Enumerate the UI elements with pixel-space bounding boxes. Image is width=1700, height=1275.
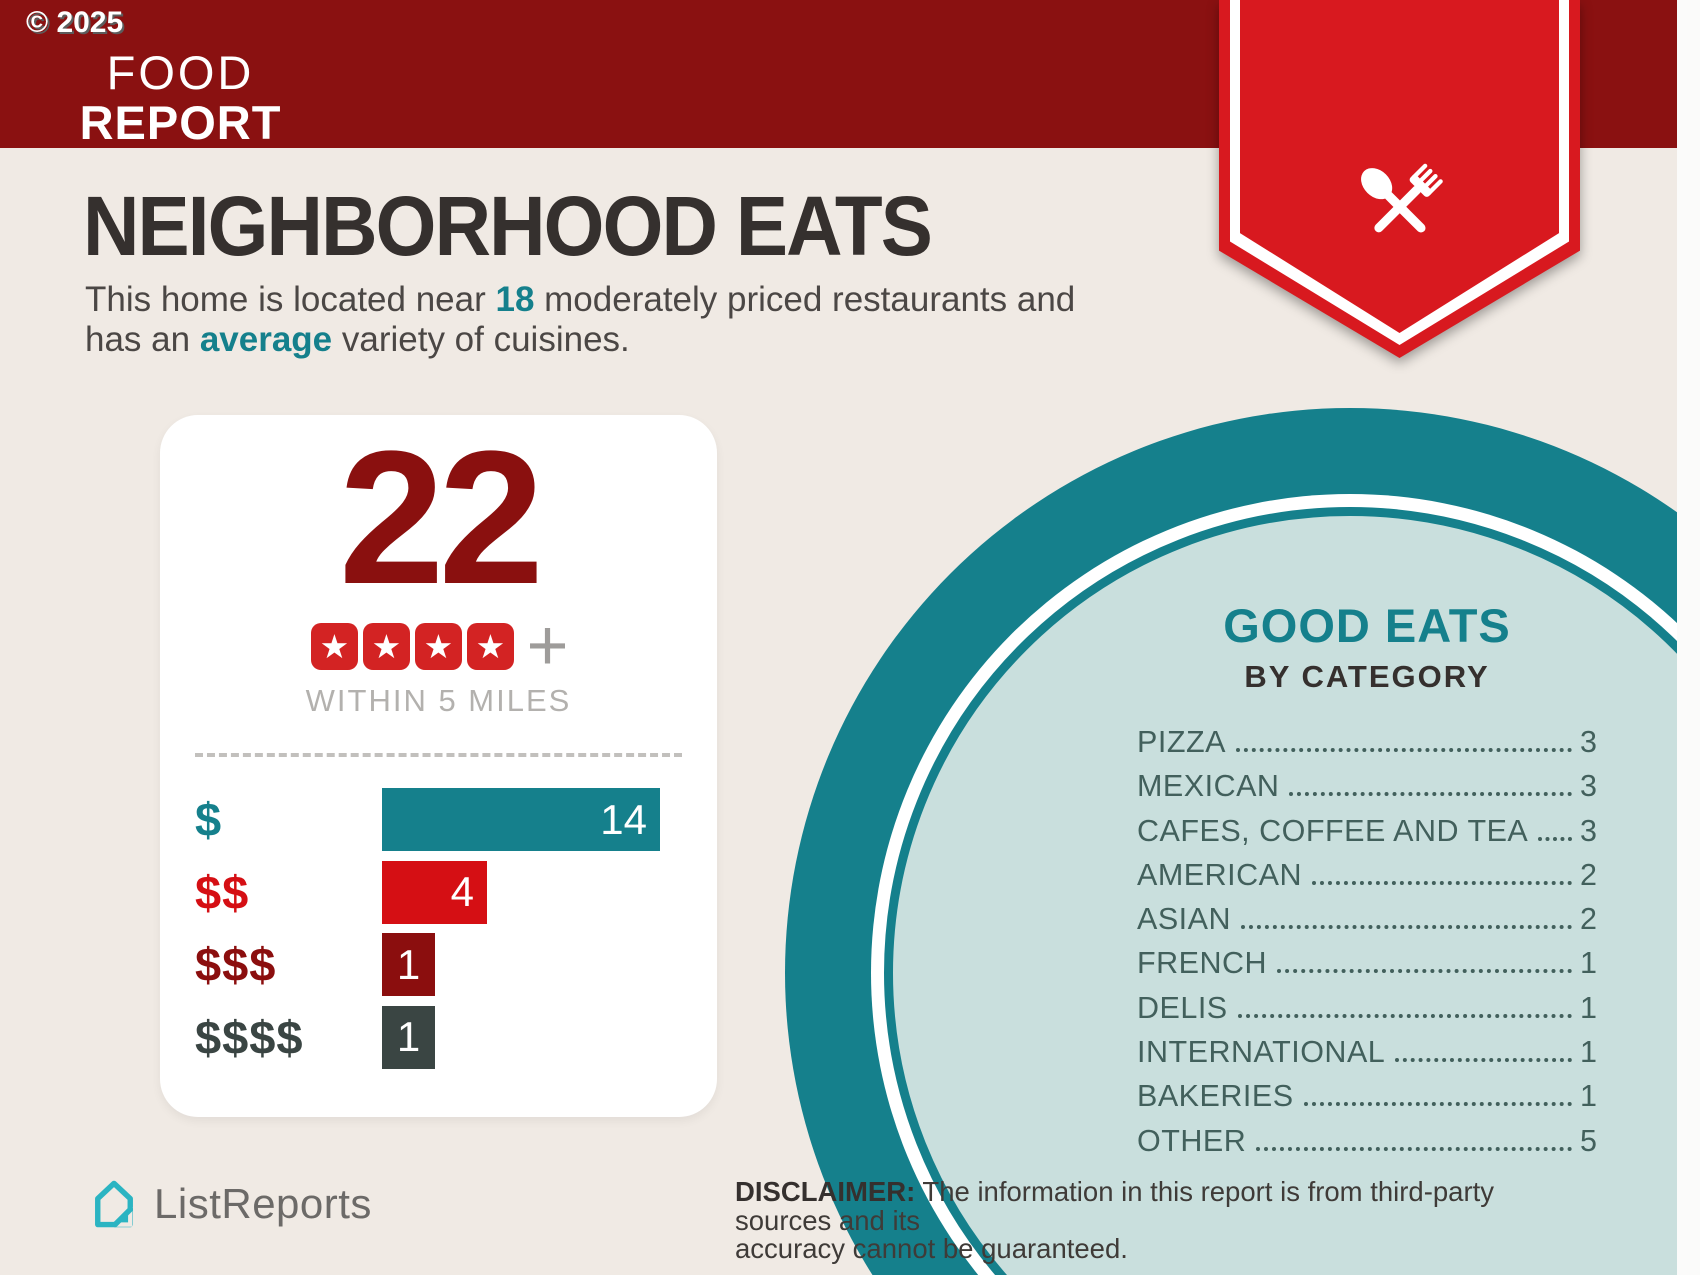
category-label: AMERICAN xyxy=(1137,857,1302,892)
category-row: DELIS 1 xyxy=(1137,991,1597,1035)
ribbon-title-line1: FOOD xyxy=(106,46,255,99)
price-row: $14 xyxy=(195,788,695,851)
copyright-text: © 2025 xyxy=(26,6,124,39)
category-row: INTERNATIONAL 1 xyxy=(1137,1035,1597,1079)
category-list: PIZZA 3 MEXICAN 3 CAFES, COFFEE AND TEA 3 AMER… xyxy=(1137,725,1597,1168)
dotted-leader xyxy=(1237,1013,1573,1018)
listreports-logo: ListReports xyxy=(88,1178,372,1230)
price-row: $$ 4 xyxy=(195,860,695,924)
price-level-label: $ xyxy=(195,793,223,846)
price-level-label: $$$ xyxy=(195,938,277,991)
right-margin-strip xyxy=(1677,0,1700,1275)
good-eats-title: GOOD EATS xyxy=(1223,599,1511,652)
intro-paragraph: This home is located near 18 moderately … xyxy=(85,280,1085,360)
category-value: 3 xyxy=(1580,769,1597,804)
category-value: 3 xyxy=(1580,725,1597,759)
disclaimer-line2: accuracy cannot be guaranteed. xyxy=(735,1233,1128,1264)
dashed-divider xyxy=(195,753,682,757)
intro-highlight: average xyxy=(199,320,333,359)
price-bar: 1 xyxy=(382,1005,435,1069)
category-row: CAFES, COFFEE AND TEA 3 xyxy=(1137,814,1597,858)
ribbon-title: FOOD REPORT xyxy=(21,48,340,148)
intro-pre: This home is located near xyxy=(85,280,496,319)
radius-note: WITHIN 5 MILES xyxy=(305,683,572,718)
dotted-leader xyxy=(1235,748,1573,752)
category-label: MEXICAN xyxy=(1137,769,1280,804)
star-icon: ★ xyxy=(310,622,358,670)
price-row: $$$ 1 xyxy=(195,933,695,996)
price-level-label: $$ xyxy=(195,865,250,919)
category-value: 2 xyxy=(1580,857,1597,892)
category-value: 2 xyxy=(1580,902,1597,937)
price-row: $$$$ 1 xyxy=(195,1005,695,1069)
price-bar-value: 1 xyxy=(396,1013,421,1060)
category-row: ASIAN 2 xyxy=(1137,902,1597,946)
disclaimer-text: DISCLAIMER: The information in this repo… xyxy=(735,1176,1525,1264)
category-value: 3 xyxy=(1580,813,1597,848)
price-bar-value: 4 xyxy=(450,868,474,915)
dotted-leader xyxy=(1241,925,1573,930)
dotted-leader xyxy=(1538,836,1573,841)
ribbon-title-line2: REPORT xyxy=(79,96,282,149)
category-value: 5 xyxy=(1580,1123,1597,1158)
plus-icon: + xyxy=(526,606,569,686)
star-icon: ★ xyxy=(414,622,462,670)
food-report-ribbon xyxy=(1219,0,1580,358)
restaurant-count: 22 xyxy=(338,412,544,624)
price-bar-value: 14 xyxy=(600,795,647,843)
star-icon: ★ xyxy=(362,622,410,670)
spoon-fork-icon xyxy=(1361,163,1443,233)
good-eats-panel: GOOD EATS BY CATEGORY PIZZA 3 MEXICAN 3 CAFE… xyxy=(1137,598,1597,1168)
listreports-wordmark: ListReports xyxy=(154,1180,372,1227)
category-label: DELIS xyxy=(1137,990,1228,1025)
listreports-house-icon xyxy=(95,1180,133,1228)
category-row: OTHER 5 xyxy=(1137,1124,1597,1168)
intro-mid: moderately priced restaurants and has an xyxy=(85,280,1076,359)
category-row: MEXICAN 3 xyxy=(1137,769,1597,813)
price-bar: 1 xyxy=(382,933,435,996)
price-bar: 14 xyxy=(382,788,660,851)
category-label: PIZZA xyxy=(1137,725,1226,759)
category-row: FRENCH 1 xyxy=(1137,946,1597,990)
dotted-leader xyxy=(1303,1102,1573,1107)
price-level-label: $$$$ xyxy=(195,1010,304,1064)
price-bar: 4 xyxy=(382,860,487,924)
category-label: FRENCH xyxy=(1137,946,1268,981)
dotted-leader xyxy=(1256,1146,1573,1151)
restaurant-stats-card: 22 ★ ★ ★ ★ + WITHIN 5 MILES $14 $$ 4 $$$ 1 $$$$ 1 xyxy=(160,415,717,1117)
star-icon: ★ xyxy=(466,622,514,670)
category-value: 1 xyxy=(1580,1035,1597,1070)
category-label: INTERNATIONAL xyxy=(1137,1035,1386,1070)
category-label: CAFES, COFFEE AND TEA xyxy=(1137,813,1529,848)
intro-post: variety of cuisines. xyxy=(332,320,630,359)
star-rating: ★ ★ ★ ★ + xyxy=(160,606,717,686)
dotted-leader xyxy=(1277,969,1573,974)
good-eats-subtitle: BY CATEGORY xyxy=(1244,659,1490,694)
category-value: 1 xyxy=(1580,990,1597,1025)
dotted-leader xyxy=(1312,880,1573,885)
category-value: 1 xyxy=(1580,946,1597,981)
category-label: BAKERIES xyxy=(1137,1079,1294,1114)
intro-count: 18 xyxy=(495,280,535,319)
category-label: OTHER xyxy=(1137,1123,1247,1158)
category-row: AMERICAN 2 xyxy=(1137,858,1597,902)
price-bars: $14 $$ 4 $$$ 1 $$$$ 1 xyxy=(195,788,695,1078)
category-row: BAKERIES 1 xyxy=(1137,1079,1597,1123)
page-title: NEIGHBORHOOD EATS xyxy=(83,179,933,273)
disclaimer-line1: The information in this report is from t… xyxy=(735,1176,1495,1236)
disclaimer-label: DISCLAIMER: xyxy=(735,1176,916,1207)
dotted-leader xyxy=(1289,792,1573,797)
price-bar-value: 1 xyxy=(396,940,421,988)
category-value: 1 xyxy=(1580,1079,1597,1114)
category-row: PIZZA 3 xyxy=(1137,725,1597,769)
dotted-leader xyxy=(1395,1058,1573,1063)
category-label: ASIAN xyxy=(1137,902,1232,937)
